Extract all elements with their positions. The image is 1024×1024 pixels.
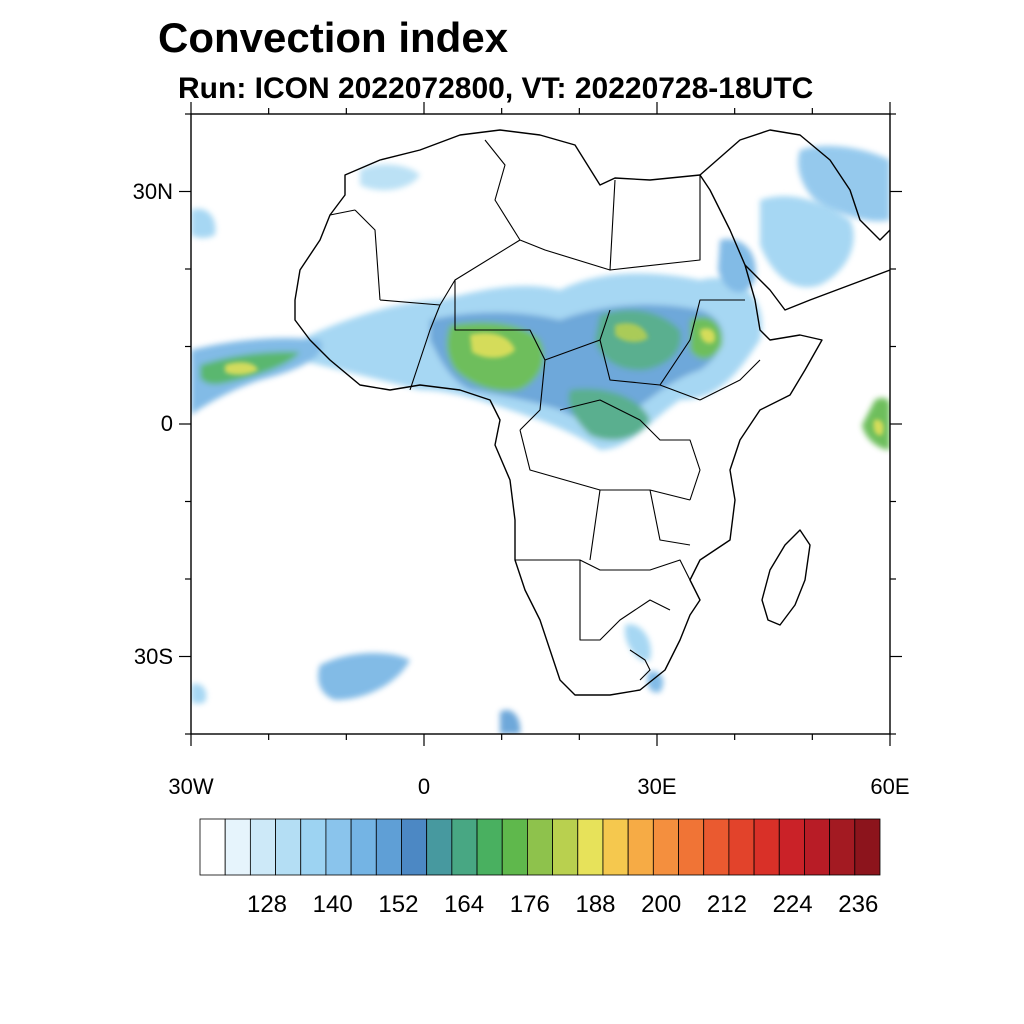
convection-peak-ethiopia bbox=[700, 328, 716, 344]
colorbar-box bbox=[375, 818, 402, 876]
colorbar-box bbox=[703, 818, 730, 876]
colorbar-box bbox=[224, 818, 251, 876]
country-borders bbox=[329, 139, 761, 681]
convection-peak-indian-ocean bbox=[873, 419, 884, 436]
lon-tick-label: 60E bbox=[870, 774, 910, 799]
convection-peak-chad bbox=[615, 323, 648, 342]
colorbar-box bbox=[829, 818, 856, 876]
convection-area-south-atlantic bbox=[318, 653, 410, 700]
colorbar-box bbox=[401, 818, 428, 876]
colorbar-box bbox=[854, 818, 881, 876]
convection-area-middle-east bbox=[798, 145, 890, 222]
colorbar-label: 128 bbox=[247, 891, 287, 918]
colorbar-box bbox=[804, 818, 831, 876]
colorbar-box bbox=[602, 818, 629, 876]
colorbar-box bbox=[300, 818, 327, 876]
convection-area-mozambique-channel bbox=[647, 671, 664, 693]
colorbar-box bbox=[249, 818, 276, 876]
colorbar-box bbox=[451, 818, 478, 876]
lon-tick-label: 30W bbox=[168, 774, 214, 799]
colorbar-box bbox=[426, 818, 453, 876]
coastline-and-borders bbox=[294, 129, 890, 696]
colorbar: 128 140 152 164 176 188 200 212 224 236 bbox=[199, 818, 881, 918]
lat-tick-label: 30N bbox=[132, 178, 173, 204]
colorbar-box bbox=[350, 818, 377, 876]
convection-area-algeria bbox=[360, 164, 420, 191]
africa-coastline bbox=[294, 129, 823, 696]
colorbar-label: 212 bbox=[707, 891, 747, 918]
colorbar-box bbox=[275, 818, 302, 876]
colorbar-box bbox=[627, 818, 654, 876]
convection-field bbox=[191, 145, 890, 734]
convection-peak-nigeria bbox=[470, 333, 515, 358]
colorbar-box bbox=[577, 818, 604, 876]
colorbar-label: 152 bbox=[378, 891, 418, 918]
convection-area-south-ocean bbox=[500, 710, 521, 734]
colorbar-label: 200 bbox=[641, 891, 681, 918]
colorbar-box bbox=[678, 818, 705, 876]
convection-area-southern-africa bbox=[625, 624, 651, 661]
convection-area-red-sea bbox=[718, 239, 756, 293]
axis-ticks bbox=[179, 102, 902, 746]
convection-area-north-atlantic bbox=[191, 208, 216, 239]
colorbar-label: 176 bbox=[510, 891, 550, 918]
colorbar-label: 236 bbox=[838, 891, 878, 918]
colorbar-box bbox=[728, 818, 755, 876]
convection-peak-atlantic bbox=[225, 362, 258, 375]
colorbar-box bbox=[325, 818, 352, 876]
lon-tick-label: 0 bbox=[417, 774, 431, 799]
colorbar-box bbox=[527, 818, 553, 876]
colorbar-box bbox=[778, 818, 805, 876]
convection-area-arabia bbox=[760, 196, 854, 288]
madagascar-coastline bbox=[761, 529, 811, 626]
arabia-coastline bbox=[699, 129, 890, 311]
colorbar-label: 140 bbox=[313, 891, 353, 918]
colorbar-box bbox=[753, 818, 780, 876]
colorbar-label: 224 bbox=[773, 891, 813, 918]
colorbar-label: 188 bbox=[575, 891, 615, 918]
colorbar-box bbox=[199, 818, 226, 876]
chart-title: Convection index bbox=[158, 14, 509, 61]
lat-tick-label: 0 bbox=[160, 411, 173, 436]
colorbar-box bbox=[476, 818, 503, 876]
convection-area-congo-green bbox=[568, 388, 650, 440]
colorbar-label: 164 bbox=[444, 891, 484, 918]
convection-area-southwest bbox=[191, 683, 207, 704]
colorbar-box bbox=[501, 818, 528, 876]
lat-tick-label: 30S bbox=[133, 643, 173, 669]
colorbar-box bbox=[652, 818, 679, 876]
lon-tick-label: 30E bbox=[637, 774, 677, 799]
chart-subtitle: Run: ICON 2022072800, VT: 20220728-18UTC bbox=[178, 72, 814, 105]
colorbar-box bbox=[552, 818, 579, 876]
